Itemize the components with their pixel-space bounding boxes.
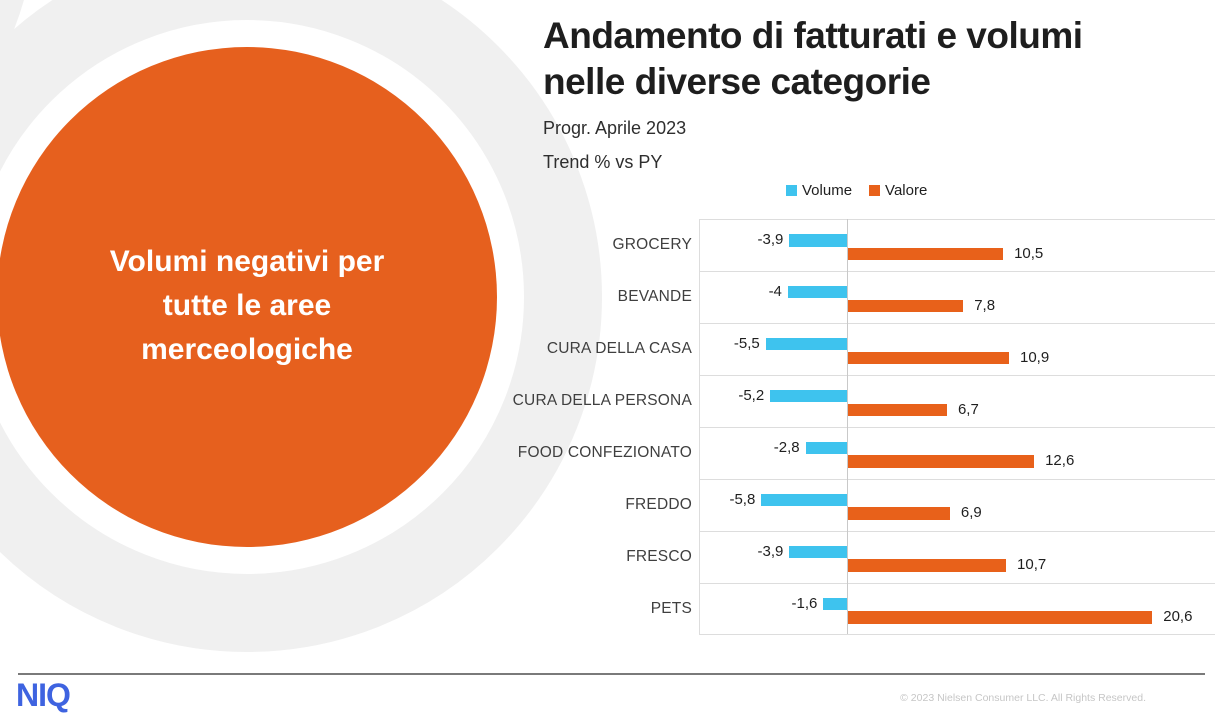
valore-value-label: 10,9 <box>1019 348 1050 366</box>
volume-value-label: -5,2 <box>738 386 765 404</box>
valore-legend-label: Valore <box>885 182 928 199</box>
valore-bar <box>848 559 1007 572</box>
valore-value-label: 7,8 <box>974 296 996 314</box>
chart-row: FOOD CONFEZIONATO -2,8 12,6 <box>518 426 1215 479</box>
chart-row: FREDDO -5,8 6,9 <box>625 478 1215 531</box>
valore-value-label: 6,9 <box>960 504 982 522</box>
category-label: GROCERY <box>612 236 692 253</box>
legend-item-volume: Volume <box>786 182 852 199</box>
volume-bar <box>789 234 847 247</box>
hero-statement-line: tutte le aree <box>162 289 332 322</box>
category-label: FREDDO <box>625 495 692 513</box>
chart-row: BEVANDE -4 7,8 <box>618 270 1215 323</box>
copyright-text: © 2023 Nielsen Consumer LLC. All Rights … <box>900 692 1146 704</box>
chart-row: CURA DELLA PERSONA -5,2 6,7 <box>513 374 1215 427</box>
valore-bar <box>848 247 1004 261</box>
category-label: CURA DELLA CASA <box>546 339 692 357</box>
volume-bar <box>761 493 847 507</box>
valore-bar <box>848 507 950 520</box>
background-ring <box>0 0 602 652</box>
category-label: PETS <box>650 599 692 617</box>
volume-value-label: -4 <box>768 282 782 300</box>
volume-bar <box>789 545 847 559</box>
valore-bar <box>848 299 964 313</box>
subtitle-metric: Trend % vs PY <box>543 152 663 172</box>
volume-value-label: -2,8 <box>773 438 800 456</box>
valore-bar <box>848 351 1009 365</box>
niq-logo: NIQ <box>16 677 71 713</box>
chart-row: PETS -1,6 20,6 <box>651 582 1215 635</box>
valore-value-label: 12,6 <box>1045 452 1075 470</box>
chart-row: GROCERY -3,9 10,5 <box>613 219 1215 271</box>
orange-circle <box>0 47 497 547</box>
valore-bar <box>848 403 947 416</box>
valore-value-label: 20,6 <box>1163 608 1193 626</box>
valore-value-label: 10,5 <box>1014 244 1044 262</box>
volume-value-label: -5,8 <box>729 490 756 508</box>
valore-bar <box>848 611 1153 624</box>
volume-bar <box>770 389 847 403</box>
chart-row: FRESCO -3,9 10,7 <box>626 530 1215 583</box>
hero-statement-line: merceologiche <box>141 333 353 366</box>
volume-bar <box>765 337 847 351</box>
legend-item-valore: Valore <box>869 182 927 199</box>
footer-divider <box>18 673 1205 675</box>
page-title: Andamento di fatturati e volumi nelle di… <box>543 13 1203 105</box>
volume-value-label: -3,9 <box>757 542 784 560</box>
chart-legend: Volume Valore <box>786 182 927 199</box>
chart-row: CURA DELLA CASA -5,5 10,9 <box>547 322 1215 375</box>
volume-legend-swatch <box>786 185 797 196</box>
bar-chart-plot: GROCERY -3,9 10,5 BEVANDE -4 7,8 CURA DELLA CA… <box>513 219 1215 635</box>
volume-value-label: -1,6 <box>791 594 818 612</box>
hero-statement-line: Volumi negativi per <box>109 245 385 278</box>
valore-legend-swatch <box>869 185 881 196</box>
volume-legend-label: Volume <box>802 182 853 199</box>
volume-value-label: -5,5 <box>733 334 760 352</box>
volume-bar <box>787 285 847 299</box>
volume-bar <box>805 441 847 455</box>
page-title-line-1: Andamento di fatturati e volumi <box>543 15 1083 56</box>
valore-bar <box>848 455 1035 468</box>
category-label: FOOD CONFEZIONATO <box>517 443 692 461</box>
valore-value-label: 6,7 <box>957 400 979 418</box>
subtitle-period: Progr. Aprile 2023 <box>543 118 687 138</box>
category-label: FRESCO <box>626 547 692 565</box>
category-label: CURA DELLA PERSONA <box>512 391 692 409</box>
volume-value-label: -3,9 <box>757 231 784 248</box>
zero-axis-line <box>847 219 848 634</box>
category-label: BEVANDE <box>617 287 692 305</box>
page-title-line-2: nelle diverse categorie <box>543 61 931 102</box>
volume-bar <box>823 597 847 611</box>
hero-statement: Volumi negativi per tutte le aree merceo… <box>57 240 437 372</box>
valore-value-label: 10,7 <box>1017 556 1047 574</box>
